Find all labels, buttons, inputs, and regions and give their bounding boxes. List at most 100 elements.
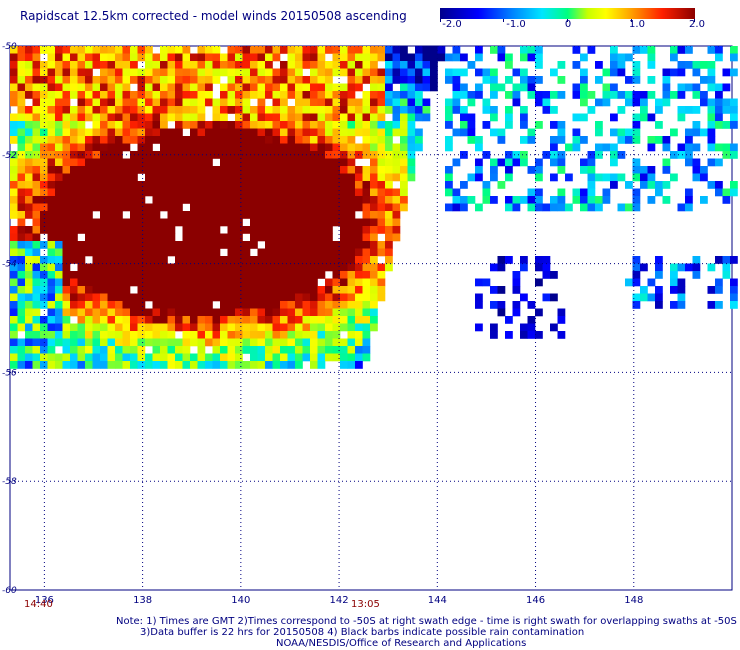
wind-difference-cell [77, 293, 86, 302]
wind-difference-cell [250, 188, 258, 197]
wind-difference-cell [77, 158, 86, 167]
wind-difference-cell [10, 353, 18, 362]
wind-difference-cell [250, 323, 258, 332]
wind-difference-cell [662, 143, 671, 152]
wind-difference-cell [310, 241, 318, 249]
wind-difference-cell [257, 181, 266, 189]
wind-difference-cell [332, 308, 341, 317]
wind-difference-cell [325, 323, 333, 332]
wind-difference-cell [692, 106, 701, 114]
wind-difference-cell [250, 151, 258, 159]
wind-difference-cell [85, 158, 93, 167]
wind-difference-cell [700, 61, 708, 69]
wind-difference-cell [152, 263, 161, 272]
wind-difference-cell [205, 68, 213, 77]
wind-difference-cell [452, 188, 461, 197]
wind-difference-cell [197, 218, 206, 227]
wind-difference-cell [715, 278, 723, 287]
wind-difference-cell [295, 361, 303, 369]
wind-difference-cell [107, 353, 116, 362]
wind-difference-cell [40, 316, 48, 324]
wind-difference-cell [115, 203, 123, 212]
wind-difference-cell [265, 151, 273, 159]
wind-difference-cell [520, 53, 528, 62]
wind-difference-cell [325, 158, 333, 167]
wind-difference-cell [25, 316, 33, 324]
wind-difference-cell [242, 91, 251, 99]
wind-difference-cell [137, 181, 146, 189]
wind-difference-cell [220, 278, 228, 287]
wind-difference-cell [310, 211, 318, 219]
wind-difference-cell [647, 173, 656, 182]
wind-difference-cell [212, 248, 221, 257]
wind-difference-cell [250, 46, 258, 54]
wind-difference-cell [47, 113, 56, 122]
wind-difference-cell [257, 361, 266, 369]
wind-difference-cell [55, 136, 63, 144]
wind-difference-cell [505, 151, 513, 159]
wind-difference-cell [182, 331, 191, 339]
wind-difference-cell [242, 173, 251, 182]
wind-difference-cell [137, 113, 146, 122]
wind-difference-cell [122, 278, 131, 287]
wind-difference-cell [32, 308, 41, 317]
wind-difference-cell [55, 226, 63, 234]
wind-difference-cell [347, 181, 356, 189]
wind-difference-cell [280, 61, 288, 69]
wind-difference-cell [175, 128, 183, 137]
wind-difference-cell [175, 121, 183, 129]
wind-difference-cell [70, 331, 78, 339]
wind-difference-cell [197, 166, 206, 174]
wind-difference-cell [205, 121, 213, 129]
wind-difference-cell [257, 46, 266, 54]
wind-difference-cell [295, 271, 303, 279]
wind-difference-cell [302, 91, 311, 99]
wind-difference-cell [227, 323, 236, 332]
wind-difference-cell [385, 166, 393, 174]
wind-difference-cell [287, 293, 296, 302]
wind-difference-cell [190, 361, 198, 369]
wind-difference-cell [212, 211, 221, 219]
wind-difference-cells [10, 46, 738, 369]
wind-difference-cell [137, 83, 146, 92]
wind-difference-cell [325, 151, 333, 159]
wind-difference-cell [730, 293, 738, 302]
wind-difference-cell [707, 181, 716, 189]
wind-difference-cell [25, 53, 33, 62]
wind-difference-cell [407, 76, 416, 84]
wind-difference-cell [632, 128, 641, 137]
wind-difference-cell [25, 46, 33, 54]
wind-difference-cell [152, 346, 161, 354]
wind-difference-cell [332, 173, 341, 182]
latitude-tick-label: -60 [2, 586, 17, 596]
wind-difference-cell [250, 158, 258, 167]
wind-difference-cell [145, 121, 153, 129]
wind-difference-cell [92, 53, 101, 62]
wind-difference-cell [55, 286, 63, 294]
wind-difference-cell [295, 286, 303, 294]
wind-difference-cell [70, 151, 78, 159]
wind-difference-cell [452, 158, 461, 167]
wind-difference-cell [677, 106, 686, 114]
wind-difference-cell [235, 158, 243, 167]
wind-difference-cell [587, 166, 596, 174]
wind-difference-cell [130, 53, 138, 62]
wind-difference-cell [40, 83, 48, 92]
wind-difference-cell [220, 338, 228, 347]
wind-difference-cell [467, 121, 476, 129]
wind-difference-cell [235, 121, 243, 129]
wind-difference-cell [302, 121, 311, 129]
wind-difference-cell [70, 271, 78, 279]
wind-difference-cell [325, 128, 333, 137]
wind-difference-cell [152, 316, 161, 324]
wind-difference-cell [212, 151, 221, 159]
wind-difference-cell [137, 76, 146, 84]
wind-difference-cell [400, 53, 408, 62]
wind-difference-cell [362, 301, 371, 309]
wind-difference-cell [85, 196, 93, 204]
wind-difference-cell [40, 301, 48, 309]
wind-difference-cell [340, 226, 348, 234]
wind-difference-cell [655, 121, 663, 129]
wind-difference-cell [92, 248, 101, 257]
wind-difference-cell [317, 241, 326, 249]
